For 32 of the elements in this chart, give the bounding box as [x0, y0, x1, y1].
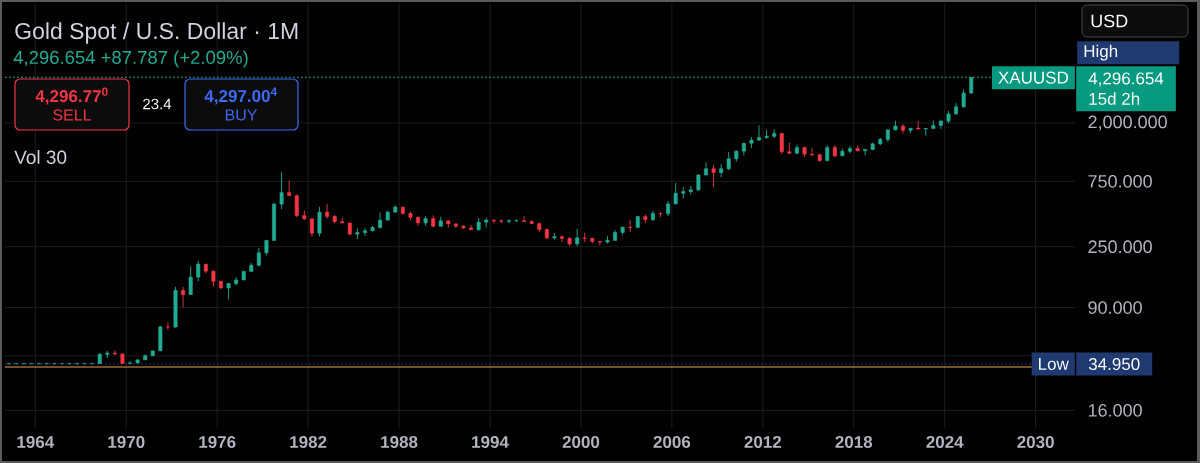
x-tick-label: 2012 [744, 435, 782, 449]
annotation: SELL [53, 109, 92, 121]
x-tick-label: 1964 [17, 435, 55, 449]
x-tick-label: 2006 [653, 435, 691, 449]
x-tick-label: 1994 [472, 435, 509, 449]
x-tick-label: 1976 [199, 435, 236, 449]
y-tick-label: 2,000.000 [1088, 115, 1167, 131]
x-tick-label: 2018 [835, 435, 873, 449]
x-tick-label: 2030 [1017, 435, 1054, 449]
x-tick-label: 1970 [108, 435, 145, 449]
text: 34.950 [1088, 358, 1140, 371]
x-tick-label: 1982 [290, 435, 327, 449]
y-tick-label: 16.000 [1088, 404, 1142, 417]
y-tick-label: 90.000 [1088, 301, 1142, 314]
y-tick-label: 750.000 [1088, 174, 1152, 188]
text: Gold Spot / U.S. Dollar · 1M [15, 22, 298, 44]
annotation: Vol 30 [14, 150, 67, 164]
x-tick-label: 2000 [562, 435, 600, 449]
annotation: 4,296.77$^{0}$ [35, 87, 108, 105]
annotation: 23.4 [143, 98, 172, 110]
ref-line-label: XAUUSD [998, 71, 1068, 84]
text: USD [1091, 14, 1128, 28]
ref-line-label: Low [1039, 358, 1069, 370]
x-tick-label: 2024 [926, 435, 964, 449]
annotation: 4,297.00$^{4}$ [204, 87, 278, 105]
text: 15d 2h [1089, 92, 1140, 105]
y-tick-label: 250.000 [1088, 240, 1152, 254]
text: 4,296.654 +87.787 (+2.09%) [13, 50, 248, 68]
annotation: BUY [225, 109, 258, 121]
ref-line-label: High [1084, 44, 1118, 61]
text: 4,296.654 [1088, 72, 1164, 87]
x-tick-label: 1988 [381, 435, 418, 449]
